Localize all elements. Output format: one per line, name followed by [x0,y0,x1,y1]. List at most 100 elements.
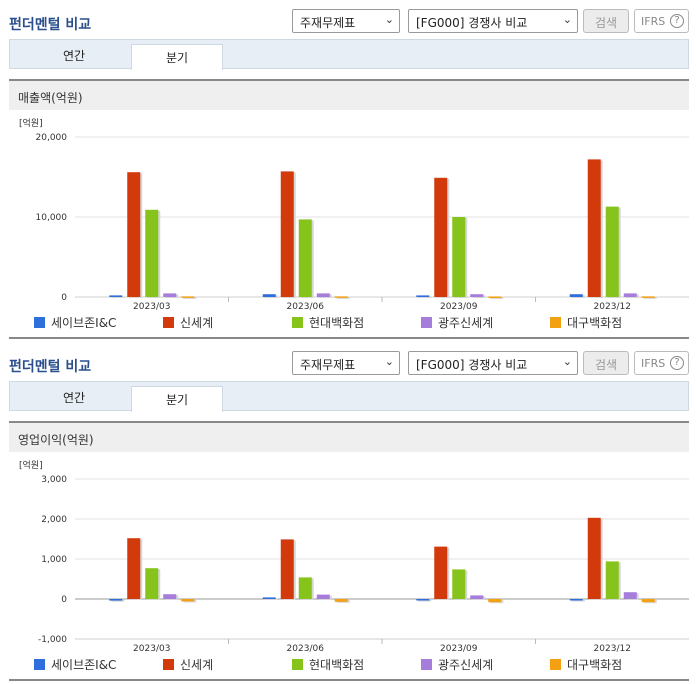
legend-swatch [34,659,45,670]
statement-type-select[interactable]: 주재무제표 ⌄ [292,9,400,33]
bar [280,539,294,599]
legend-item[interactable]: 대구백화점 [550,314,622,331]
legend-item[interactable]: 현대백화점 [292,314,364,331]
fundamental-compare-panel-operating-profit: 펀더멘털 비교 주재무제표 ⌄ [FG000] 경쟁사 비교 ⌄ 검색 IFRS… [0,342,696,684]
legend-item[interactable]: 광주신세계 [421,314,493,331]
legend-item[interactable]: 광주신세계 [421,656,493,673]
legend-item[interactable]: 현대백화점 [292,656,364,673]
bar-shadow [490,297,504,299]
legend-item[interactable]: 신세계 [163,656,213,673]
bar [641,599,655,603]
y-unit-label: [억원] [19,459,43,471]
legend-label: 신세계 [180,316,214,330]
x-tick-label: 2023/12 [594,644,631,652]
legend-item[interactable]: 세이브존I&C [34,656,116,673]
peer-group-select[interactable]: [FG000] 경쟁사 비교 ⌄ [408,9,578,33]
panel-header: 펀더멘털 비교 주재무제표 ⌄ [FG000] 경쟁사 비교 ⌄ 검색 IFRS… [0,0,696,38]
legend-label: 대구백화점 [567,658,623,672]
y-tick-label: 2,000 [41,515,67,525]
period-tabs: 연간 분기 [9,39,689,70]
bar [181,296,195,298]
legend-item[interactable]: 대구백화점 [550,656,622,673]
tab-annual[interactable]: 연간 [62,49,86,63]
bar [470,294,484,297]
peer-group-value: [FG000] 경쟁사 비교 [416,16,528,30]
legend-label: 광주신세계 [438,658,494,672]
y-tick-label: 0 [61,293,67,303]
ifrs-label: IFRS [641,15,666,28]
bar [163,293,177,297]
chevron-down-icon: ⌄ [384,355,394,368]
bar [452,569,466,599]
bar [145,209,159,297]
y-tick-label: 1,000 [41,555,67,565]
panel-header: 펀더멘털 비교 주재무제표 ⌄ [FG000] 경쟁사 비교 ⌄ 검색 IFRS… [0,342,696,380]
x-tick-label: 2023/09 [440,302,478,310]
operating-profit-bar-chart: [억원] 3,000 2,000 1,000 0 -1,000 2023/03 2023/06… [19,459,689,652]
legend-swatch [550,659,561,670]
legend-item[interactable]: 세이브존I&C [34,314,116,331]
peer-group-value: [FG000] 경쟁사 비교 [416,358,528,372]
bar-shadow [336,297,350,299]
bar [641,296,655,298]
search-button[interactable]: 검색 [583,351,629,375]
bar-shadow [643,297,657,299]
legend-swatch [163,317,174,328]
divider [9,337,689,339]
help-icon: ? [670,14,684,28]
legend-swatch [550,317,561,328]
panel-title: 펀더멘털 비교 [9,359,92,375]
tab-quarterly[interactable]: 분기 [131,386,223,412]
bar [488,599,502,603]
period-tabs: 연간 분기 [9,381,689,412]
legend-label: 신세계 [180,658,214,672]
bar [605,561,619,599]
bar [488,296,502,298]
search-button[interactable]: 검색 [583,9,629,33]
bar-shadow [111,296,125,298]
panel-title: 펀더멘털 비교 [9,17,92,33]
legend-label: 세이브존I&C [51,658,117,672]
legend-item[interactable]: 신세계 [163,314,213,331]
bar [334,296,348,298]
sales-bar-chart: [억원] 20,000 10,000 0 2023/03 2023/06 2023/09 20… [19,117,689,310]
bar [587,517,601,599]
bar-shadow [183,297,197,299]
bar-shadow [264,598,278,600]
bar [145,568,159,599]
legend-label: 대구백화점 [567,316,623,330]
section-title: 매출액(억원) [18,91,83,105]
bar [623,592,637,599]
bar [262,294,276,297]
tab-quarterly[interactable]: 분기 [131,44,223,70]
chevron-down-icon: ⌄ [562,355,572,368]
x-tick-label: 2023/12 [594,302,631,310]
bar [316,293,330,297]
peer-group-select[interactable]: [FG000] 경쟁사 비교 ⌄ [408,351,578,375]
y-tick-label: 3,000 [41,475,67,485]
bar [262,597,276,599]
ifrs-button[interactable]: IFRS ? [634,351,689,375]
bar [416,295,430,297]
section-header: 매출액(억원) [9,79,689,110]
legend-label: 세이브존I&C [51,316,117,330]
x-tick-label: 2023/06 [287,302,325,310]
statement-type-select[interactable]: 주재무제표 ⌄ [292,351,400,375]
bar [163,594,177,599]
bar [298,577,312,599]
bar [181,599,195,602]
statement-type-value: 주재무제표 [300,16,356,30]
legend-label: 광주신세계 [438,316,494,330]
legend-swatch [292,659,303,670]
ifrs-label: IFRS [641,357,666,370]
bar [434,177,448,297]
tab-annual[interactable]: 연간 [62,391,86,405]
bar [127,172,141,297]
bar [316,594,330,599]
divider [9,679,689,681]
ifrs-button[interactable]: IFRS ? [634,9,689,33]
fundamental-compare-panel-sales: 펀더멘털 비교 주재무제표 ⌄ [FG000] 경쟁사 비교 ⌄ 검색 IFRS… [0,0,696,339]
y-unit-label: [억원] [19,117,43,129]
statement-type-value: 주재무제표 [300,358,356,372]
bar [127,538,141,599]
